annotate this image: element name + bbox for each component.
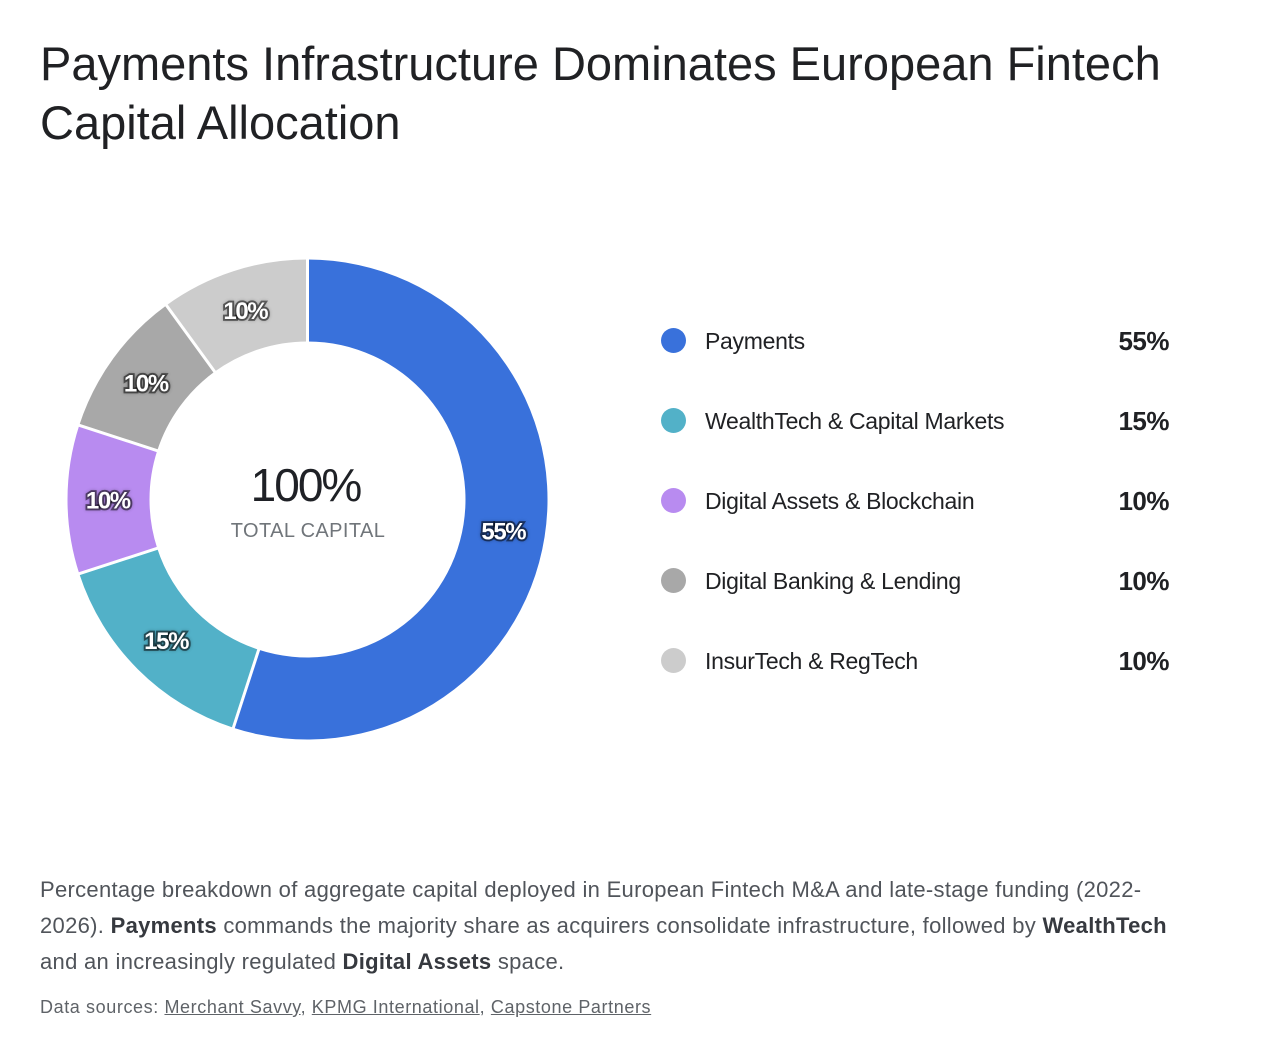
svg-text:15%: 15% [144,628,189,655]
svg-text:10%: 10% [124,370,169,397]
svg-text:10%: 10% [223,298,268,325]
svg-text:10%: 10% [86,487,131,514]
svg-text:TOTAL CAPITAL: TOTAL CAPITAL [231,520,386,542]
svg-text:55%: 55% [481,518,526,545]
svg-text:100%: 100% [251,459,362,511]
